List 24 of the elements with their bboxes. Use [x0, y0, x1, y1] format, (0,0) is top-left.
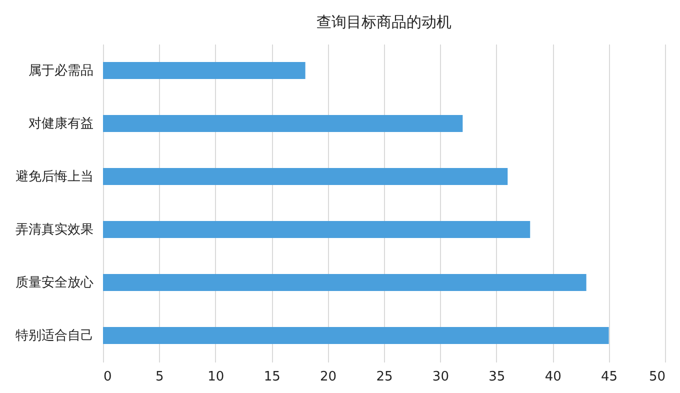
- x-tick-label: 40: [544, 370, 562, 384]
- y-tick-label: 避免后悔上当: [16, 170, 94, 184]
- y-tick-label: 弄清真实效果: [16, 222, 94, 238]
- y-tick-label: 质量安全放心: [16, 274, 94, 290]
- y-tick-label: 属于必需品: [28, 64, 94, 78]
- x-tick-label: 20: [320, 370, 337, 384]
- x-tick-label: 35: [488, 370, 506, 384]
- bar: [103, 168, 508, 185]
- bar: [103, 274, 586, 291]
- x-tick-label: 45: [601, 370, 618, 384]
- bar: [103, 221, 530, 238]
- bar: [103, 62, 306, 79]
- x-tick-label: 25: [376, 370, 393, 384]
- x-tick-label: 30: [432, 370, 449, 384]
- bar: [103, 115, 463, 132]
- bar: [103, 327, 609, 344]
- y-tick-label: 对健康有益: [28, 116, 94, 132]
- chart-title: 查询目标商品的动机: [316, 13, 452, 31]
- y-tick-label: 特别适合自己: [16, 328, 94, 344]
- x-tick-label: 10: [208, 370, 224, 384]
- x-tick-label: 5: [156, 370, 164, 384]
- x-tick-label: 15: [264, 370, 280, 384]
- x-tick-label: 0: [104, 370, 112, 384]
- x-tick-label: 50: [648, 370, 666, 384]
